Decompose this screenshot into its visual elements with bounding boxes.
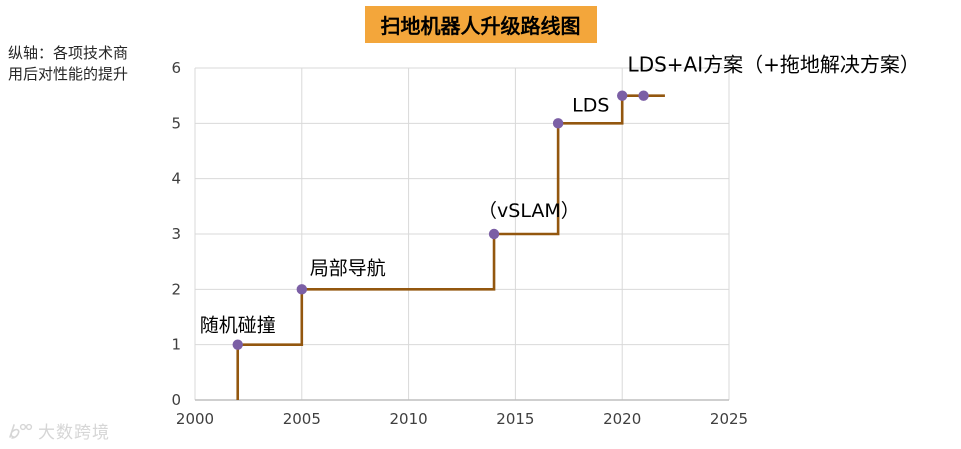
- watermark: 大数跨境: [6, 418, 110, 443]
- y-tick-label: 2: [171, 280, 181, 298]
- data-point-label: 随机碰撞: [200, 315, 276, 337]
- y-tick-label: 3: [171, 225, 181, 243]
- x-tick-label: 2000: [176, 410, 214, 428]
- data-point: [488, 228, 500, 240]
- y-tick-label: 6: [171, 59, 181, 77]
- y-axis-note: 纵轴：各项技术商 用后对性能的提升: [8, 43, 128, 85]
- x-tick-label: 2025: [710, 410, 748, 428]
- x-tick-label: 2005: [283, 410, 321, 428]
- y-tick-label: 1: [171, 336, 181, 354]
- data-point-label: LDS+AI方案（+拖地解决方案）: [628, 53, 920, 77]
- data-point: [552, 118, 564, 129]
- data-point: [638, 90, 649, 101]
- data-point-label: LDS: [572, 94, 609, 116]
- y-axis-note-line1: 纵轴：各项技术商: [8, 44, 129, 62]
- chart-title: 扫地机器人升级路线图: [364, 6, 597, 43]
- x-tick-label: 2010: [390, 410, 428, 428]
- data-point-label: （vSLAM）: [478, 200, 580, 222]
- data-point: [617, 90, 628, 101]
- watermark-logo-icon: [9, 423, 33, 439]
- y-tick-label: 5: [171, 114, 181, 132]
- y-axis-note-line2: 用后对性能的提升: [8, 65, 129, 83]
- data-point: [296, 284, 307, 295]
- watermark-text: 大数跨境: [38, 423, 110, 443]
- x-tick-label: 2015: [496, 410, 534, 428]
- y-tick-label: 4: [171, 170, 181, 188]
- data-point: [232, 339, 243, 350]
- data-point-label: 局部导航: [310, 257, 386, 279]
- y-tick-label: 0: [171, 391, 181, 409]
- x-tick-label: 2020: [603, 410, 641, 428]
